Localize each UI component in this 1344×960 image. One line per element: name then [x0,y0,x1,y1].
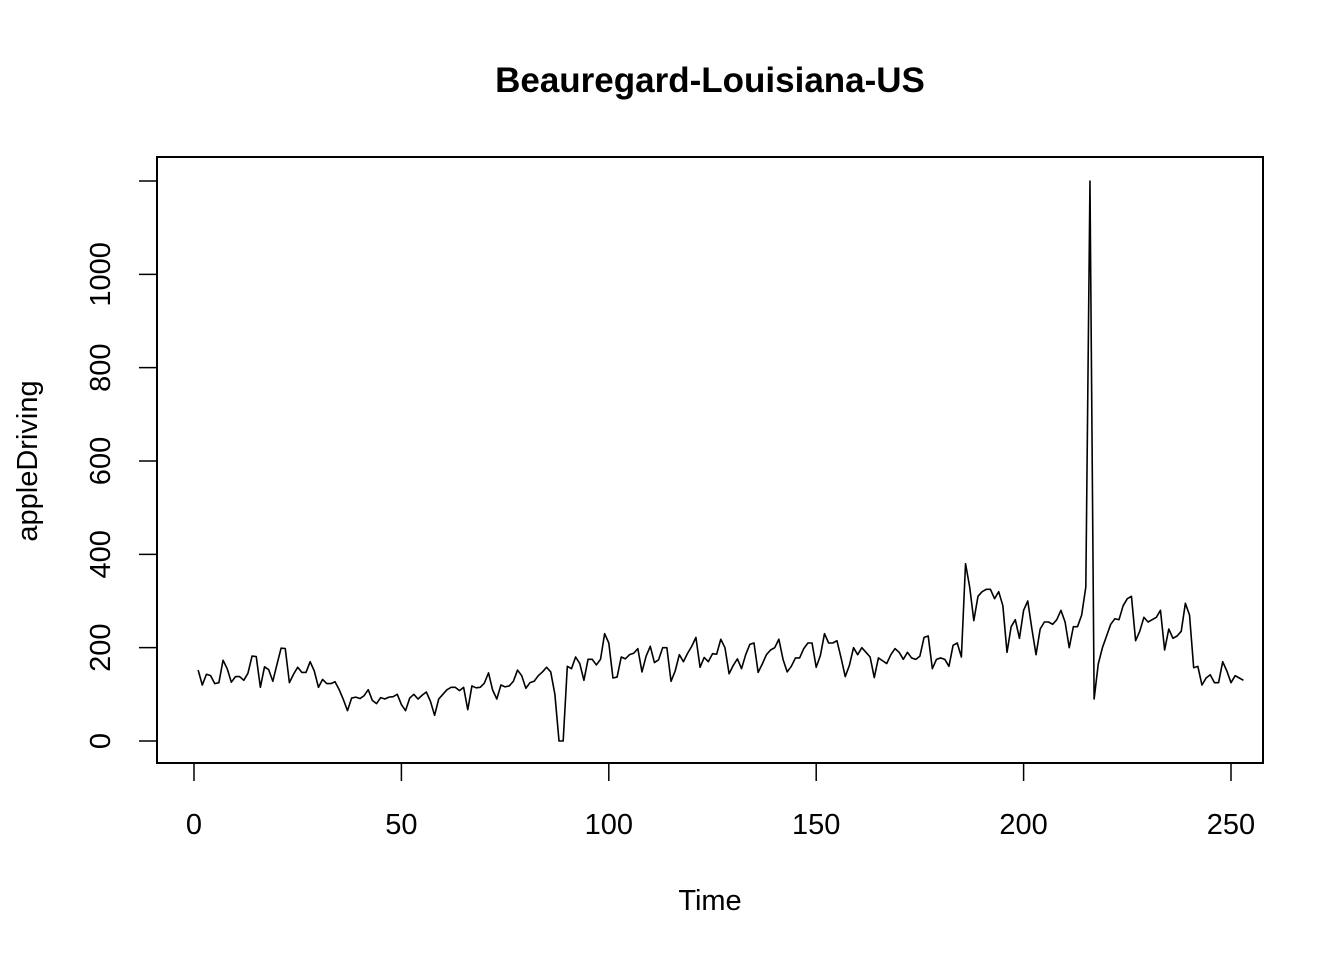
y-tick-label: 400 [85,530,117,578]
y-axis: 0 200 400 600 800 1000 [85,180,158,749]
y-axis-label: appleDriving [12,380,44,541]
y-tick-label: 1000 [85,242,117,307]
y-tick-label: 800 [85,343,117,391]
x-tick-label: 150 [792,809,840,841]
x-tick-label: 0 [186,809,202,841]
series-line [197,180,1244,742]
x-tick-label: 100 [585,809,633,841]
x-tick-label: 250 [1207,809,1255,841]
chart-title: Beauregard-Louisiana-US [495,61,925,100]
x-axis: 0 50 100 150 200 250 [186,762,1255,841]
x-axis-label: Time [678,885,741,917]
y-tick-label: 0 [85,733,117,749]
y-tick-label: 200 [85,623,117,671]
x-tick-label: 50 [385,809,417,841]
x-tick-label: 200 [999,809,1047,841]
y-tick-label: 600 [85,437,117,485]
